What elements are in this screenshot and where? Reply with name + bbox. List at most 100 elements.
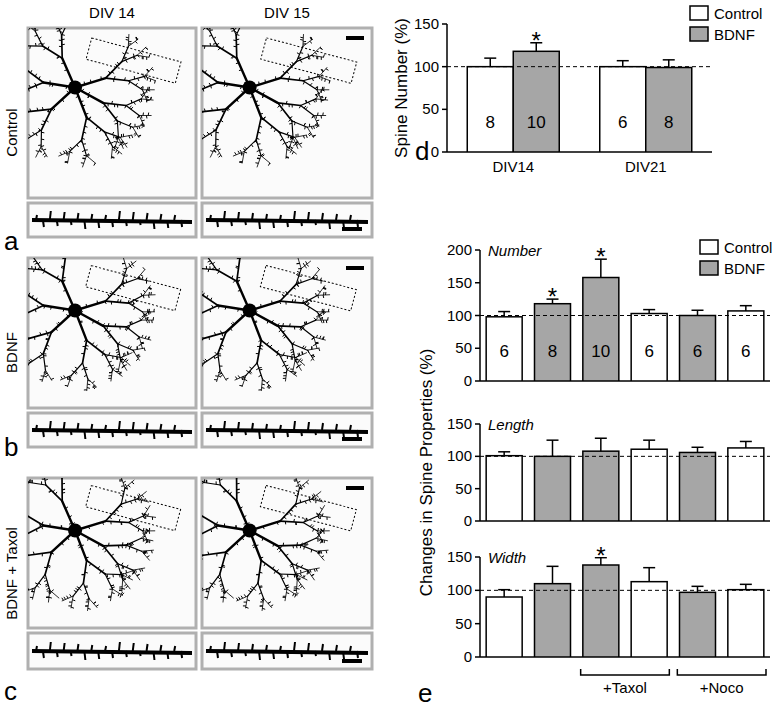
dendrite [250, 531, 262, 561]
spine [36, 85, 38, 88]
spine [119, 588, 122, 589]
spine [174, 215, 175, 220]
spine [84, 220, 85, 229]
spine [270, 345, 272, 347]
neuron [28, 478, 156, 611]
spine [311, 346, 312, 349]
spine [290, 349, 293, 350]
spine [210, 529, 212, 532]
spine [317, 528, 318, 531]
spine [260, 586, 263, 588]
dendrite [46, 485, 62, 501]
spine [36, 646, 37, 651]
spine [234, 28, 237, 30]
spine [70, 82, 73, 84]
spine [261, 119, 264, 120]
spine [41, 139, 44, 141]
spine [36, 133, 37, 136]
spine [71, 651, 72, 656]
spine [123, 481, 126, 482]
spine [245, 379, 248, 380]
spine [262, 384, 265, 386]
spine [72, 309, 75, 311]
spine [61, 62, 64, 64]
spine [210, 29, 213, 30]
spine [203, 28, 205, 30]
spine [36, 298, 37, 301]
spine [84, 389, 87, 390]
spine [67, 596, 69, 599]
spine [256, 353, 259, 354]
spine [297, 542, 298, 545]
dendrite [142, 89, 154, 90]
column-label: DIV 15 [264, 4, 310, 21]
spine [220, 584, 223, 585]
spine [167, 651, 168, 659]
dendrite [126, 99, 141, 106]
spine [262, 608, 265, 610]
spine [322, 213, 323, 220]
spine [133, 303, 135, 305]
dendrite [279, 354, 287, 369]
spine [320, 48, 322, 50]
spine [42, 107, 44, 110]
spine [105, 215, 106, 220]
spine [147, 213, 148, 220]
spine [260, 605, 263, 606]
spine [249, 367, 252, 369]
spine [122, 263, 125, 264]
spine [107, 577, 110, 579]
spine [137, 346, 138, 349]
spine [310, 570, 311, 573]
spine [256, 368, 259, 369]
spine [321, 529, 323, 531]
spine [115, 117, 118, 118]
spine [150, 292, 151, 295]
spine [128, 485, 130, 487]
spine [321, 281, 322, 284]
spine [38, 267, 41, 268]
spine [299, 584, 301, 586]
spine [98, 220, 99, 228]
spine [96, 126, 97, 129]
spine [115, 323, 117, 326]
spine [116, 352, 119, 353]
spine [160, 645, 161, 651]
dendrite [122, 55, 137, 61]
dendrite [226, 531, 250, 553]
spine [147, 69, 149, 71]
dendrite [126, 105, 139, 115]
spine [217, 220, 218, 227]
spine [257, 158, 260, 159]
dendrite [250, 78, 281, 87]
spine [111, 157, 114, 159]
spine [89, 117, 91, 119]
spine [148, 320, 150, 323]
spine [300, 60, 302, 63]
spine [222, 47, 223, 50]
dendrite [233, 151, 244, 156]
spine [100, 76, 101, 79]
spine [287, 356, 288, 359]
dendrite [36, 146, 41, 157]
spine [44, 355, 47, 356]
spine [82, 574, 85, 575]
spine [320, 529, 322, 531]
spine [308, 76, 309, 79]
dendrite [296, 571, 307, 575]
dendrite [296, 55, 311, 61]
dendrite [28, 130, 41, 139]
dendrite [307, 348, 319, 350]
selection-box [86, 486, 181, 531]
dendrite [28, 338, 29, 349]
spine [143, 295, 145, 298]
spine [321, 556, 324, 558]
spine [222, 566, 225, 567]
spine [259, 126, 262, 127]
spine [214, 150, 216, 152]
spine [235, 525, 236, 528]
dendrite [318, 506, 324, 516]
spine [316, 569, 317, 572]
spine [119, 327, 120, 330]
spine [69, 530, 71, 533]
